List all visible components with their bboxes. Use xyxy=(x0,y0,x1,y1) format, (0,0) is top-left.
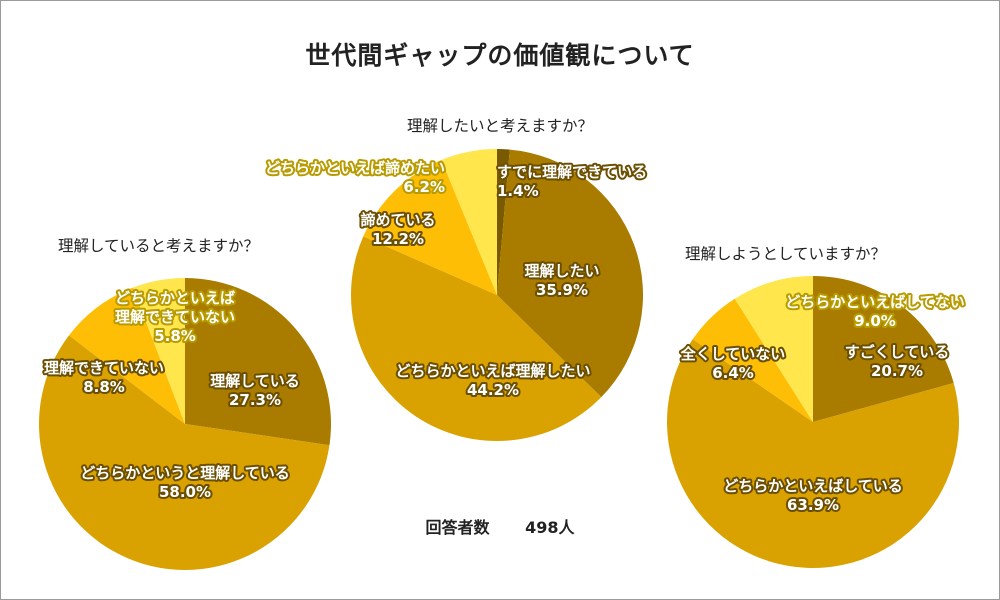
pie-slice xyxy=(497,149,510,295)
pie-slice xyxy=(497,149,643,398)
pie-slice xyxy=(692,298,813,422)
pie-slice xyxy=(132,278,185,424)
slice-label: 理解できていない 8.8% xyxy=(44,359,164,396)
slice-label: どちらかといえばしている 63.9% xyxy=(723,477,903,514)
pie-slice xyxy=(734,276,813,422)
slice-label: どちらかといえばしてない 9.0% xyxy=(785,293,965,330)
slice-label: 理解したい 35.9% xyxy=(524,262,599,299)
respondent-count: 回答者数 498人 xyxy=(0,514,1000,538)
pie-chart-1: 理解している 27.3% どちらかというと理解している 58.0% 理解できていない 8.… xyxy=(38,278,332,570)
pie-slice xyxy=(68,287,185,424)
slice-label: どちらかといえば理解したい 44.2% xyxy=(395,362,590,399)
slice-label: 理解している 27.3% xyxy=(210,372,300,409)
respondent-label: 回答者数 xyxy=(425,518,490,537)
pie-slice xyxy=(38,335,330,570)
pie-title-understanding: 理解していると考えますか？ xyxy=(58,237,260,255)
page-title: 世代間ギャップの価値観について xyxy=(305,41,695,70)
pie-slice xyxy=(813,276,954,422)
slice-label: どちらかといえば諦めたい 6.2% xyxy=(265,159,445,196)
pie-chart-2: すでに理解できている 1.4% 理解したい 35.9% どちらかといえば理解したい 44.… xyxy=(263,149,649,442)
pie-slice xyxy=(363,159,497,295)
slice-label: 諦めている 12.2% xyxy=(360,211,435,248)
pie-title-trying-to-understand: 理解しようとしていますか？ xyxy=(685,245,887,263)
slice-label: すごくしている 20.7% xyxy=(845,343,950,380)
pie-slice xyxy=(185,278,332,446)
slice-label: どちらかというと理解している 58.0% xyxy=(80,464,290,501)
pie-chart-3: すごくしている 20.7% どちらかといえばしている 63.9% 全くしていない 6.4%… xyxy=(667,276,967,568)
slice-label: 全くしていない 6.4% xyxy=(680,345,786,382)
pie-slice xyxy=(667,339,960,568)
slice-label: どちらかといえば理解できていない 5.8% xyxy=(115,289,235,345)
pie-slice xyxy=(350,236,602,442)
respondent-number: 498人 xyxy=(525,518,575,537)
slice-label: すでに理解できている 1.4% xyxy=(497,163,647,200)
pie-slice xyxy=(441,149,497,295)
pie-title-want-to-understand: 理解したいと考えますか？ xyxy=(406,117,593,135)
